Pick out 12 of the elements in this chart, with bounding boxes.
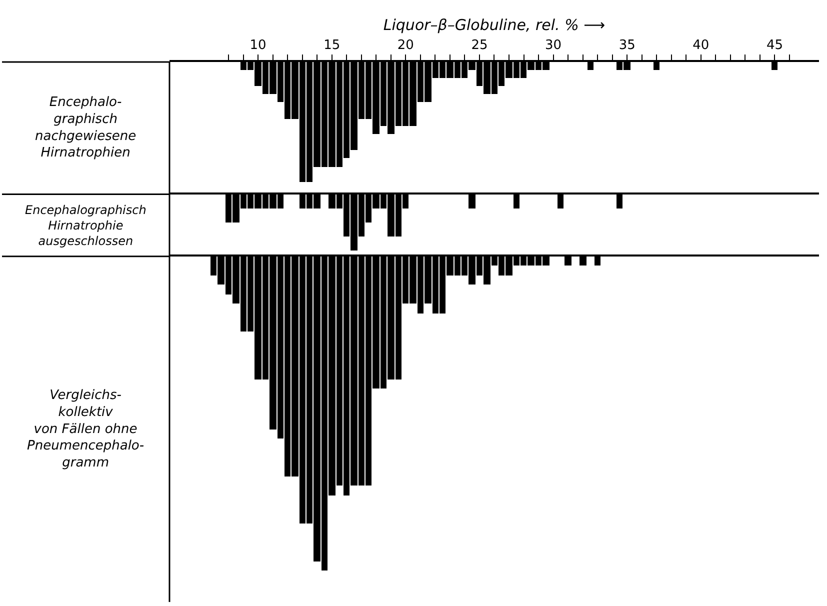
y-axis-title: Encephalographisch Hirnatrophie ausgeschlossen bbox=[25, 203, 146, 248]
x-tick-label: 15 bbox=[324, 38, 340, 54]
x-tick-label: 25 bbox=[471, 38, 488, 54]
x-tick-label: 10 bbox=[250, 38, 266, 54]
x-tick-label: 30 bbox=[545, 38, 562, 54]
x-tick-label: 35 bbox=[618, 38, 636, 54]
x-tick-label: 40 bbox=[692, 38, 710, 54]
x-axis-title: Liquor–β–Globuline, rel. % ⟶ bbox=[383, 16, 606, 34]
y-axis-title: Encephalo- graphisch nachgewiesene Hirnatrophien bbox=[35, 95, 136, 161]
y-axis-title: Vergleichs- kollektiv von Fällen ohne Pneumencephalo- gramm bbox=[27, 388, 144, 471]
x-tick-label: 45 bbox=[766, 38, 783, 54]
x-tick-label: 20 bbox=[397, 38, 414, 54]
